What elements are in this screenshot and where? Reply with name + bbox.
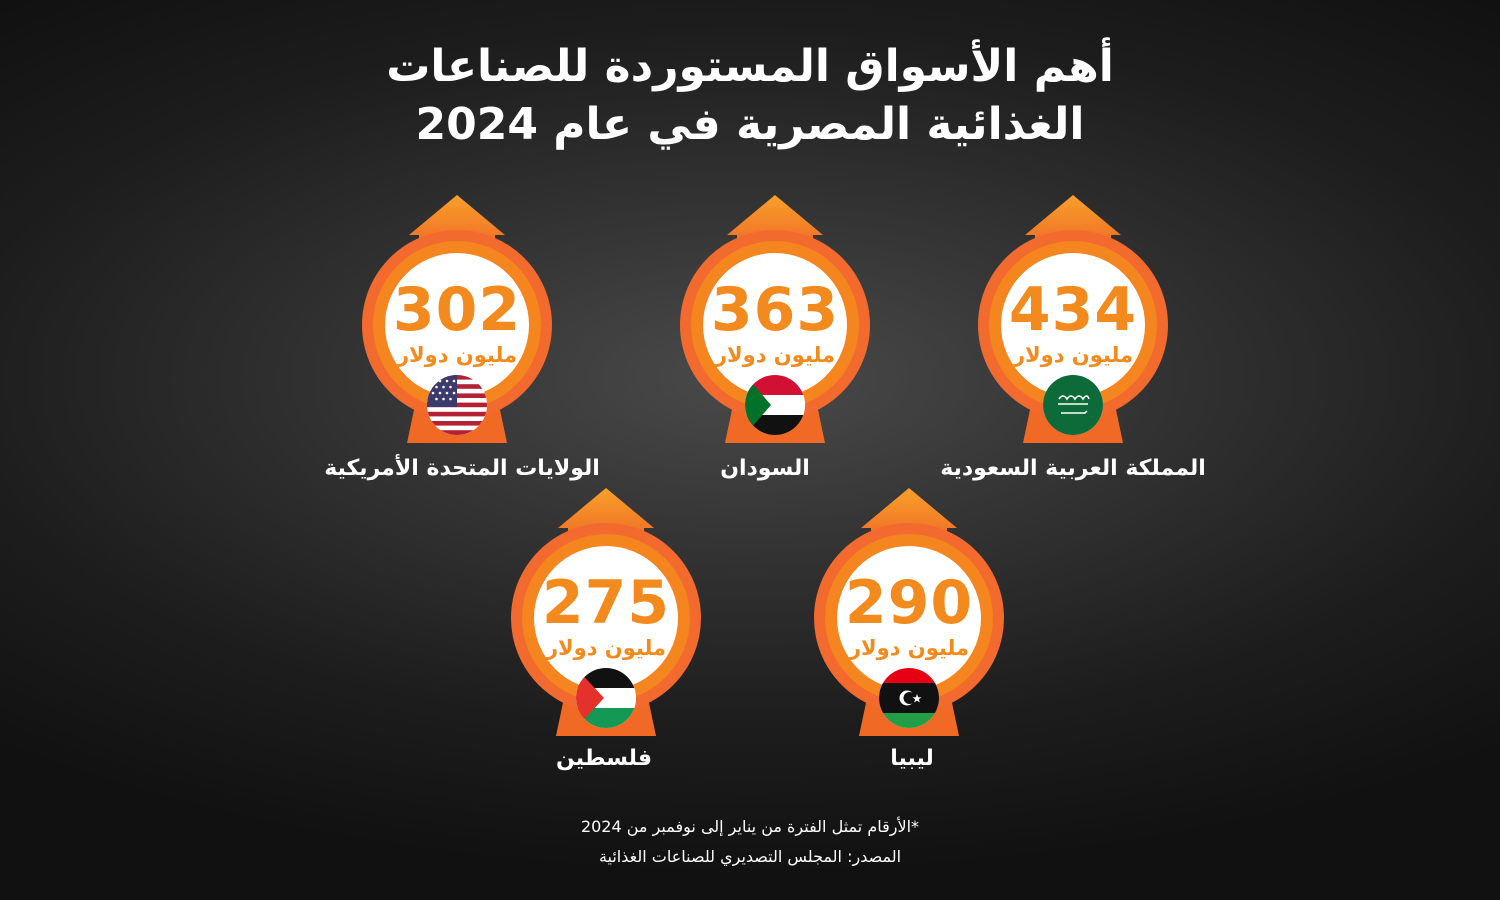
unit-label: مليون دولار [714,343,836,367]
market-country-usa: الولايات المتحدة الأمريكية [324,456,600,481]
market-value: 363 [710,275,840,345]
market-card-usa: 302 مليون دولار [357,195,557,445]
market-card-libya: 290 مليون دولار [809,488,1009,738]
unit-label: مليون دولار [848,636,970,660]
libya-flag-icon [879,668,939,728]
unit-label: مليون دولار [545,636,667,660]
market-country-palestine: فلسطين [556,746,652,771]
arrow-badge-shape [814,488,1004,736]
market-value: 302 [392,275,522,345]
market-card-saudi-arabia: 434 مليون دولار [973,195,1173,445]
source-note: المصدر: المجلس التصديري للصناعات الغذائي… [598,847,902,866]
title-line-1: أهم الأسواق المستوردة للصناعات [386,41,1114,92]
footnotes: *الأرقام تمثل الفترة من يناير إلى نوفمبر… [450,812,1050,872]
palestine-flag-icon [576,668,636,728]
market-card-palestine: 275 مليون دولار [506,488,706,738]
unit-label: مليون دولار [1012,343,1134,367]
market-country-saudi-arabia: المملكة العربية السعودية [940,456,1206,481]
saudi-arabia-flag-icon [1043,375,1103,435]
market-value: 275 [541,568,671,638]
market-card-sudan: 363 مليون دولار [675,195,875,445]
market-value: 290 [844,568,974,638]
title-line-2: الغذائية المصرية في عام 2024 [415,99,1085,150]
sudan-flag-icon [745,375,805,435]
footnote: *الأرقام تمثل الفترة من يناير إلى نوفمبر… [580,817,920,836]
arrow-badge-shape [362,195,552,443]
market-country-sudan: السودان [720,456,810,481]
market-country-libya: ليبيا [890,746,934,771]
usa-flag-icon [427,375,487,435]
unit-label: مليون دولار [396,343,518,367]
arrow-badge-shape [978,195,1168,443]
arrow-badge-shape [680,195,870,443]
infographic-title: أهم الأسواق المستوردة للصناعات الغذائية … [300,38,1200,154]
arrow-badge-shape [511,488,701,736]
market-value: 434 [1008,275,1138,345]
